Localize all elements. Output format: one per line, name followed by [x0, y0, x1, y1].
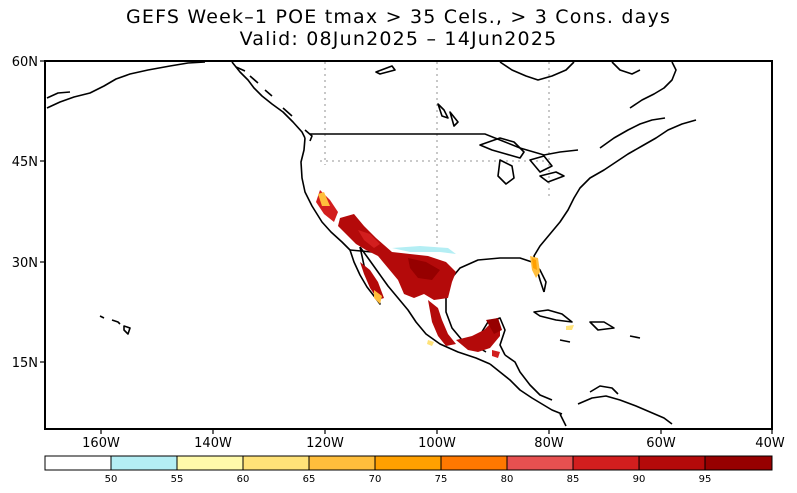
colorbar-swatch-3 [176, 455, 244, 471]
colorbar-swatch-7 [440, 455, 508, 471]
lon-label-80w: 80W [534, 436, 564, 451]
colorbar-label-85: 85 [567, 474, 580, 485]
colorbar-swatch-11 [704, 455, 773, 471]
lon-label-120w: 120W [306, 436, 344, 451]
colorbar-swatch-1 [44, 455, 112, 471]
colorbar-label-95: 95 [699, 474, 712, 485]
colorbar-label-70: 70 [369, 474, 382, 485]
lat-label-45n: 45N [12, 155, 38, 170]
lon-label-40w: 40W [755, 436, 785, 451]
lon-label-160w: 160W [82, 436, 120, 451]
map-frame [44, 60, 773, 430]
colorbar-swatch-9 [572, 455, 640, 471]
colorbar-swatch-10 [638, 455, 706, 471]
lat-label-30n: 30N [12, 256, 38, 271]
lon-label-100w: 100W [418, 436, 456, 451]
lon-label-140w: 140W [194, 436, 232, 451]
colorbar: 50 55 60 65 70 75 80 85 90 95 [44, 455, 773, 485]
colorbar-label-90: 90 [633, 474, 646, 485]
heat-probability-shading [316, 190, 574, 358]
map-title: GEFS Week–1 POE tmax > 35 Cels., > 3 Con… [125, 6, 672, 28]
lat-label-15n: 15N [12, 356, 38, 371]
colorbar-label-55: 55 [171, 474, 184, 485]
colorbar-label-80: 80 [501, 474, 514, 485]
colorbar-label-50: 50 [105, 474, 118, 485]
colorbar-swatch-8 [506, 455, 574, 471]
valid-date-range: Valid: 08Jun2025 – 14Jun2025 [239, 28, 558, 50]
colorbar-label-60: 60 [237, 474, 250, 485]
grid-lines [320, 62, 550, 250]
axis-ticks [40, 60, 773, 434]
lat-label-60n: 60N [12, 55, 38, 70]
colorbar-label-65: 65 [303, 474, 316, 485]
colorbar-swatch-2 [110, 455, 178, 471]
colorbar-swatch-4 [242, 455, 310, 471]
colorbar-swatch-6 [374, 455, 442, 471]
lon-label-60w: 60W [646, 436, 676, 451]
colorbar-label-75: 75 [435, 474, 448, 485]
colorbar-swatch-5 [308, 455, 376, 471]
